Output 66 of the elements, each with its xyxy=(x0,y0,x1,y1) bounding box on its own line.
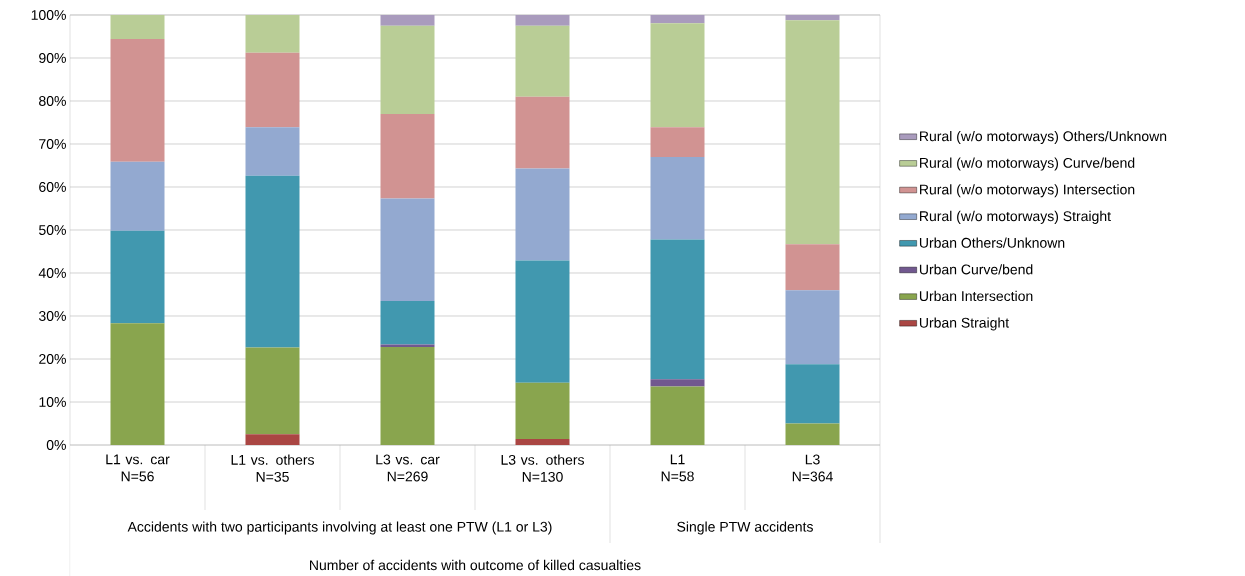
bar xyxy=(515,96,570,169)
bar xyxy=(785,244,840,291)
bar xyxy=(785,15,840,21)
bar xyxy=(785,290,840,365)
bar xyxy=(380,300,435,345)
bar xyxy=(110,161,165,231)
y-tick-label: 30% xyxy=(38,311,66,321)
bar xyxy=(650,379,705,387)
legend-label: Rural (w/o motorways) Others/Unknown xyxy=(920,130,1167,144)
bar xyxy=(515,168,570,261)
y-tick-label: 0% xyxy=(46,440,66,450)
y-tick-label: 40% xyxy=(38,268,66,278)
bar xyxy=(650,23,705,128)
bar xyxy=(515,438,570,445)
bar xyxy=(515,15,570,26)
bar xyxy=(245,15,300,53)
bar xyxy=(380,346,435,445)
bar xyxy=(650,156,705,240)
bar xyxy=(515,25,570,97)
bar xyxy=(380,113,435,199)
y-tick-label: 50% xyxy=(39,225,66,235)
x-tick-label: L1 vs. others N=35 xyxy=(231,454,314,482)
legend-label: Rural (w/o motorways) Straight xyxy=(920,210,1111,224)
bar xyxy=(110,39,165,162)
x-tick-label: L1 vs. car N=56 xyxy=(106,454,170,482)
legend-label: Urban Others/Unknown xyxy=(919,237,1065,248)
legend-label: Rural (w/o motorways) Intersection xyxy=(920,184,1135,198)
bar xyxy=(110,15,165,40)
y-tick-label: 80% xyxy=(39,96,66,106)
bar xyxy=(380,25,435,114)
x-tick-label: L3 vs. car N=269 xyxy=(376,454,440,482)
bar xyxy=(245,127,300,176)
y-tick-label: 100% xyxy=(31,10,66,20)
bar xyxy=(785,364,840,424)
bar xyxy=(650,386,705,445)
legend-label: Rural (w/o motorways) Curve/bend xyxy=(920,157,1135,171)
bar xyxy=(380,198,435,301)
y-tick-label: 10% xyxy=(39,397,66,407)
text: Number of accidents with outcome of killed casualties xyxy=(310,559,641,571)
y-tick-label: 60% xyxy=(39,182,66,192)
legend-label: Urban Straight xyxy=(919,317,1010,331)
bar xyxy=(650,15,705,24)
bar xyxy=(380,344,435,347)
x-tick-label: L1 N=58 xyxy=(661,454,694,482)
text: Accidents with two participants involving at least one PTW (L1 or L3) xyxy=(127,521,552,535)
bar xyxy=(110,323,165,445)
y-tick-label: 70% xyxy=(39,139,66,149)
y-tick-label: 90% xyxy=(39,53,66,63)
bar xyxy=(245,347,300,435)
x-tick-label: L3 vs. others N=130 xyxy=(501,454,584,482)
bar xyxy=(110,230,165,324)
legend-label: Urban Intersection xyxy=(919,290,1033,302)
bar xyxy=(785,423,840,445)
legend-label: Urban Curve/bend xyxy=(919,264,1033,275)
bar xyxy=(515,260,570,383)
y-tick-label: 20% xyxy=(39,354,66,364)
bar xyxy=(785,20,840,245)
bar xyxy=(245,434,300,445)
bar xyxy=(515,382,570,439)
bar xyxy=(245,175,300,348)
text: Single PTW accidents xyxy=(677,521,813,535)
bar xyxy=(650,127,705,157)
bar xyxy=(380,15,435,26)
bar xyxy=(650,239,705,380)
x-tick-label: L3 N=364 xyxy=(792,454,833,482)
bar xyxy=(245,52,300,128)
